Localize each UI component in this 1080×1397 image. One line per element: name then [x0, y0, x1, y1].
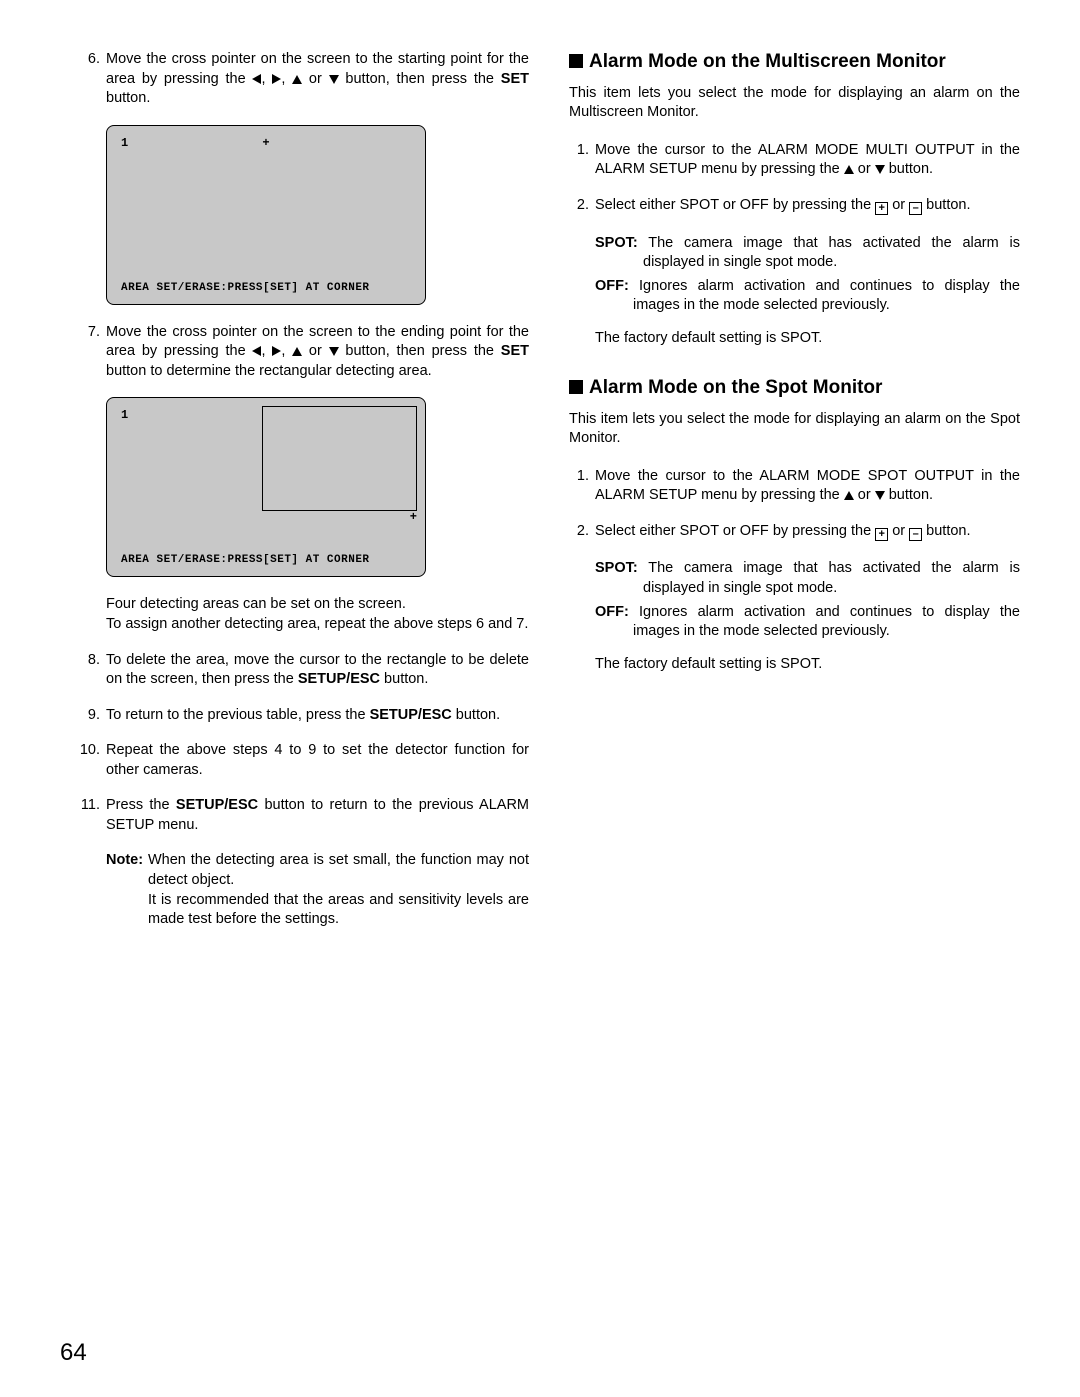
four-areas-para: Four detecting areas can be set on the s… — [78, 595, 529, 634]
screen-diagram-1: 1 + AREA SET/ERASE:PRESS[SET] AT CORNER — [106, 125, 426, 305]
screen2-rectangle — [262, 406, 417, 511]
screen2-footer: AREA SET/ERASE:PRESS[SET] AT CORNER — [121, 554, 370, 566]
heading-spot-text: Alarm Mode on the Spot Monitor — [589, 377, 882, 398]
up-arrow-icon — [292, 75, 302, 84]
multi-spot-def: SPOT: The camera image that has activate… — [569, 234, 1020, 273]
intro-multiscreen: This item lets you select the mode for d… — [569, 84, 1020, 123]
step8-post: button. — [380, 671, 428, 687]
heading-spot: Alarm Mode on the Spot Monitor — [569, 376, 1020, 400]
spot-label: SPOT: — [595, 560, 638, 576]
left-column: Move the cross pointer on the screen to … — [60, 50, 529, 930]
multi-s2-post: button. — [922, 197, 970, 213]
left-steps-list: Move the cross pointer on the screen to … — [78, 50, 529, 109]
multi-step-2: Select either SPOT or OFF by pressing th… — [569, 196, 1020, 216]
set-button-label: SET — [501, 71, 529, 87]
setup-esc-label: SETUP/ESC — [176, 797, 258, 813]
note-label: Note: — [106, 852, 143, 868]
down-arrow-icon — [329, 347, 339, 356]
page-number: 64 — [60, 1339, 87, 1367]
multi-s1-pre: Move the cursor to the ALARM MODE MULTI … — [595, 142, 1020, 178]
step-7: Move the cross pointer on the screen to … — [78, 323, 529, 382]
multi-s1-post: button. — [885, 161, 933, 177]
heading-multiscreen-text: Alarm Mode on the Multiscreen Monitor — [589, 51, 946, 72]
left-arrow-icon — [252, 74, 261, 84]
step-8: To delete the area, move the cursor to t… — [78, 651, 529, 690]
step-10: Repeat the above steps 4 to 9 to set the… — [78, 741, 529, 780]
right-arrow-icon — [272, 74, 281, 84]
spot-step-1: Move the cursor to the ALARM MODE SPOT O… — [569, 467, 1020, 506]
up-arrow-icon — [292, 347, 302, 356]
plus-button-icon: + — [875, 202, 888, 215]
factory-default-2: The factory default setting is SPOT. — [569, 656, 1020, 672]
screen1-cross: + — [262, 136, 269, 150]
screen-diagram-2: 1 + AREA SET/ERASE:PRESS[SET] AT CORNER — [106, 397, 426, 577]
left-steps-list-8plus: To delete the area, move the cursor to t… — [78, 651, 529, 836]
multi-step-1: Move the cursor to the ALARM MODE MULTI … — [569, 141, 1020, 180]
minus-button-icon: – — [909, 202, 922, 215]
note-text: When the detecting area is set small, th… — [143, 852, 529, 888]
four-areas-a: Four detecting areas can be set on the s… — [106, 596, 406, 612]
set-button-label: SET — [501, 343, 529, 359]
step7-post2: button to determine the rectangular dete… — [106, 363, 432, 379]
spot-off-def: OFF: Ignores alarm activation and contin… — [569, 603, 1020, 642]
spot-spot-def: SPOT: The camera image that has activate… — [569, 559, 1020, 598]
spot-text: The camera image that has activated the … — [638, 560, 1020, 596]
setup-esc-label: SETUP/ESC — [370, 707, 452, 723]
intro-spot: This item lets you select the mode for d… — [569, 410, 1020, 449]
step6-post: button, then press the — [339, 71, 501, 87]
multiscreen-steps: Move the cursor to the ALARM MODE MULTI … — [569, 141, 1020, 216]
down-arrow-icon — [875, 491, 885, 500]
right-arrow-icon — [272, 346, 281, 356]
up-arrow-icon — [844, 491, 854, 500]
step9-post: button. — [452, 707, 500, 723]
square-bullet-icon — [569, 380, 583, 394]
screen1-label: 1 — [121, 136, 128, 150]
square-bullet-icon — [569, 54, 583, 68]
left-steps-list-cont: Move the cross pointer on the screen to … — [78, 323, 529, 382]
screen2-cross: + — [410, 510, 417, 524]
plus-button-icon: + — [875, 528, 888, 541]
spot-s1-pre: Move the cursor to the ALARM MODE SPOT O… — [595, 468, 1020, 504]
down-arrow-icon — [875, 165, 885, 174]
spot-text: The camera image that has activated the … — [638, 235, 1020, 271]
note-block: Note: When the detecting area is set sma… — [78, 851, 529, 929]
screen1-footer: AREA SET/ERASE:PRESS[SET] AT CORNER — [121, 282, 370, 294]
spot-label: SPOT: — [595, 235, 638, 251]
screen2-label: 1 — [121, 408, 128, 422]
setup-esc-label: SETUP/ESC — [298, 671, 380, 687]
step7-post: button, then press the — [339, 343, 501, 359]
off-label: OFF: — [595, 604, 629, 620]
step-6: Move the cross pointer on the screen to … — [78, 50, 529, 109]
page-columns: Move the cross pointer on the screen to … — [60, 50, 1020, 930]
step11-pre: Press the — [106, 797, 176, 813]
spot-step-2: Select either SPOT or OFF by pressing th… — [569, 522, 1020, 542]
step9-pre: To return to the previous table, press t… — [106, 707, 370, 723]
down-arrow-icon — [329, 75, 339, 84]
minus-button-icon: – — [909, 528, 922, 541]
note-line1: Note: When the detecting area is set sma… — [106, 851, 529, 890]
multi-s2-pre: Select either SPOT or OFF by pressing th… — [595, 197, 875, 213]
off-label: OFF: — [595, 278, 629, 294]
factory-default-1: The factory default setting is SPOT. — [569, 330, 1020, 346]
spot-s2-post: button. — [922, 523, 970, 539]
spot-s1-post: button. — [885, 487, 933, 503]
left-arrow-icon — [252, 346, 261, 356]
step10-text: Repeat the above steps 4 to 9 to set the… — [106, 742, 529, 778]
step6-post2: button. — [106, 90, 150, 106]
off-text: Ignores alarm activation and continues t… — [629, 278, 1020, 314]
four-areas-b: To assign another detecting area, repeat… — [106, 616, 528, 632]
heading-multiscreen: Alarm Mode on the Multiscreen Monitor — [569, 50, 1020, 74]
spot-steps: Move the cursor to the ALARM MODE SPOT O… — [569, 467, 1020, 542]
spot-s2-mid: or — [888, 523, 909, 539]
off-text: Ignores alarm activation and continues t… — [629, 604, 1020, 640]
spot-s2-pre: Select either SPOT or OFF by pressing th… — [595, 523, 875, 539]
step-9: To return to the previous table, press t… — [78, 706, 529, 726]
up-arrow-icon — [844, 165, 854, 174]
note-line2: It is recommended that the areas and sen… — [106, 891, 529, 930]
multi-off-def: OFF: Ignores alarm activation and contin… — [569, 277, 1020, 316]
right-column: Alarm Mode on the Multiscreen Monitor Th… — [569, 50, 1020, 930]
multi-s2-mid: or — [888, 197, 909, 213]
step-11: Press the SETUP/ESC button to return to … — [78, 796, 529, 835]
